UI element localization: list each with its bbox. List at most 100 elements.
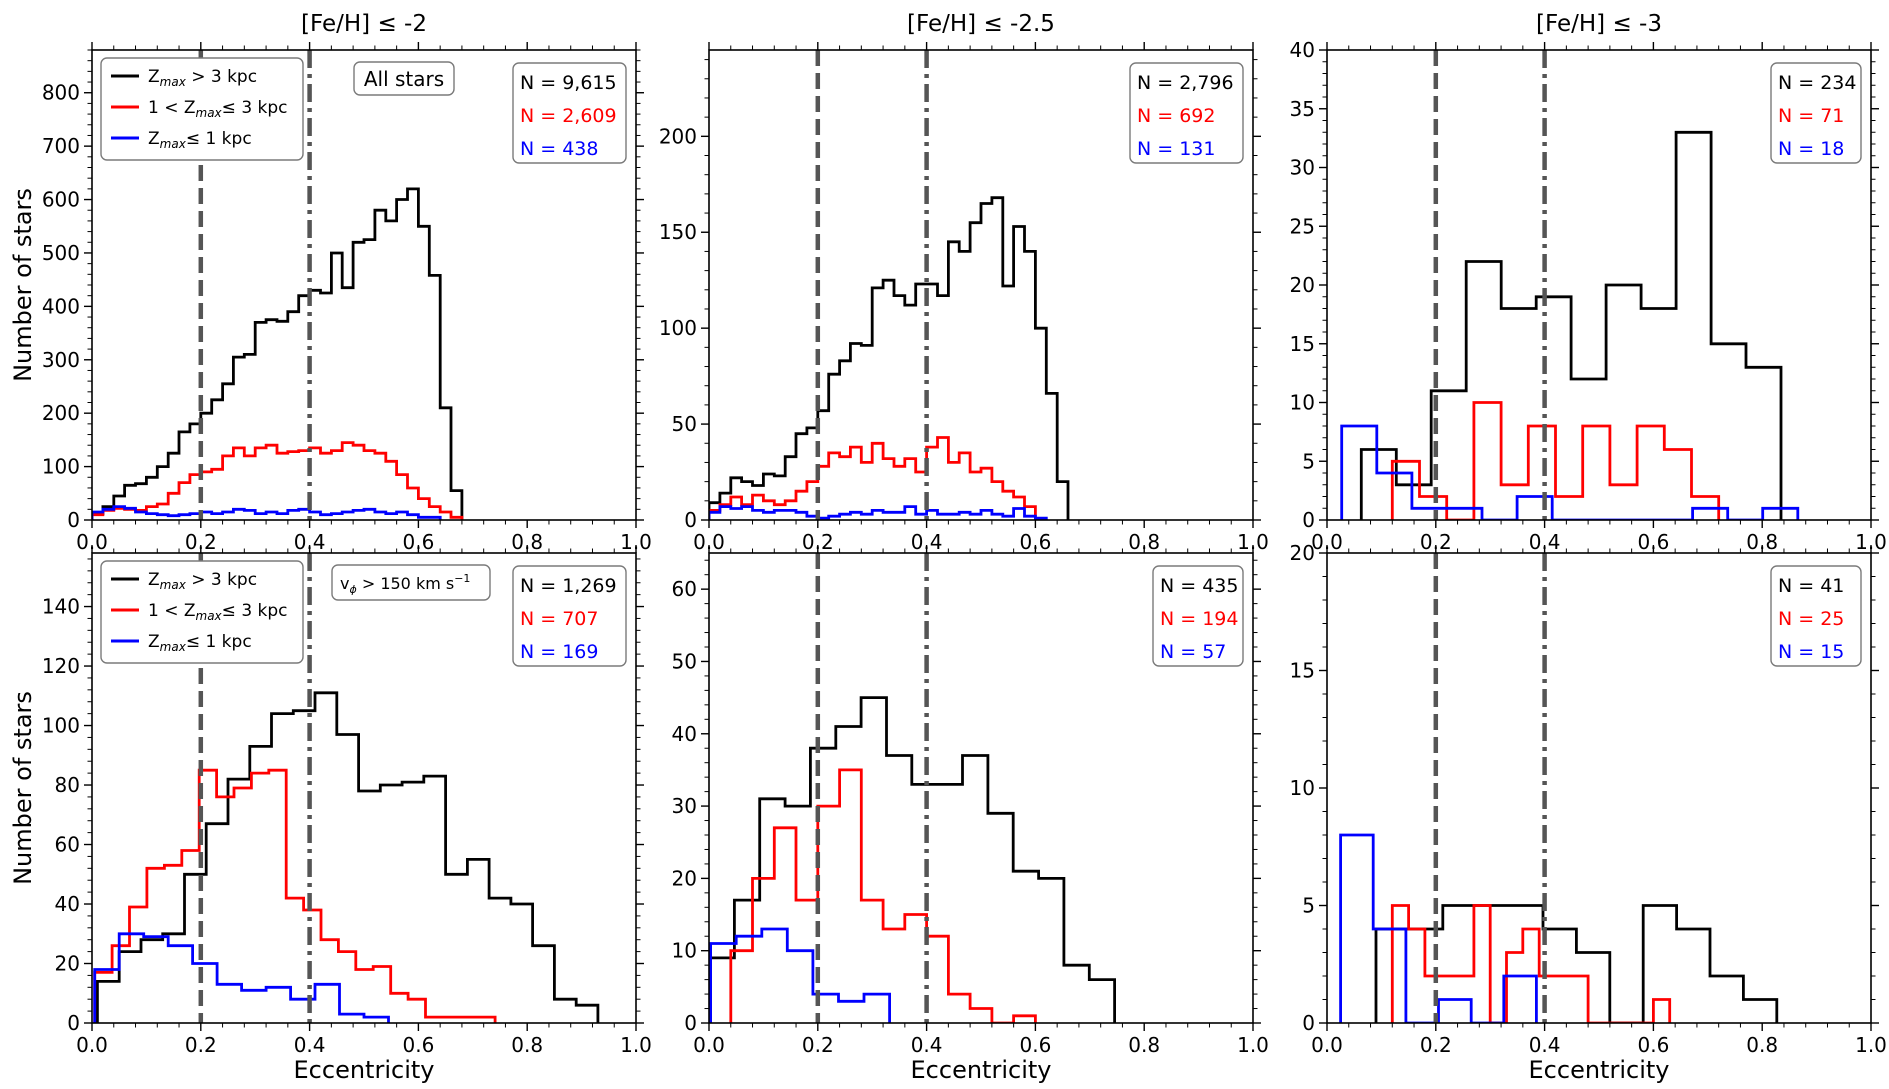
legend-label: Zmax≤ 1 kpc xyxy=(148,632,252,654)
histogram-blue xyxy=(93,932,390,1023)
count-label: N = 2,609 xyxy=(520,105,617,127)
y-tick-label: 15 xyxy=(1290,659,1315,683)
y-tick-label: 60 xyxy=(672,577,697,601)
x-axis-label: Eccentricity xyxy=(294,1056,435,1084)
legend-label: 1 < Zmax≤ 3 kpc xyxy=(148,98,288,120)
x-axis-label: Eccentricity xyxy=(1529,1056,1670,1084)
count-label: N = 71 xyxy=(1778,105,1844,127)
histogram-red xyxy=(1390,904,1672,1023)
y-tick-label: 20 xyxy=(55,952,80,976)
y-tick-label: 20 xyxy=(1290,273,1315,297)
x-tick-label: 0.0 xyxy=(1311,1033,1343,1057)
x-tick-label: 0.0 xyxy=(693,1033,725,1057)
histogram-red xyxy=(1390,401,1721,520)
x-tick-label: 0.8 xyxy=(1128,1033,1160,1057)
histogram-black xyxy=(709,196,1070,520)
count-label: N = 1,269 xyxy=(520,575,617,597)
y-tick-label: 40 xyxy=(672,722,697,746)
y-tick-label: 40 xyxy=(1290,38,1315,62)
counts-box xyxy=(1152,565,1244,667)
y-tick-label: 80 xyxy=(55,773,80,797)
y-tick-label: 400 xyxy=(42,294,80,318)
counts-box xyxy=(1770,62,1862,164)
y-tick-label: 500 xyxy=(42,241,80,265)
legend-label: Zmax≤ 1 kpc xyxy=(148,129,252,151)
histogram-blue xyxy=(92,505,442,520)
tag-box xyxy=(353,61,455,96)
y-tick-label: 50 xyxy=(672,649,697,673)
y-tick-label: 0 xyxy=(1302,508,1315,532)
y-tick-label: 0 xyxy=(67,508,80,532)
x-tick-label: 0.2 xyxy=(802,1033,834,1057)
y-tick-label: 200 xyxy=(659,124,697,148)
x-tick-label: 0.6 xyxy=(1019,1033,1051,1057)
axes-frame xyxy=(708,49,1254,521)
tag-label: vϕ > 150 km s−1 xyxy=(340,572,470,596)
x-tick-label: 0.8 xyxy=(1746,1033,1778,1057)
y-tick-label: 600 xyxy=(42,188,80,212)
y-tick-label: 20 xyxy=(672,866,697,890)
tag-box xyxy=(331,564,491,601)
histogram-blue xyxy=(1339,833,1538,1023)
count-label: N = 692 xyxy=(1137,105,1215,127)
legend-box xyxy=(100,560,304,664)
panel-bottom-middle: 0.0 0.2 0.4 0.6 0.8 1.0 0 10 20 30 40 50 60 Eccentric… xyxy=(672,545,1269,1084)
y-tick-label: 140 xyxy=(42,595,80,619)
counts-box xyxy=(1770,565,1862,667)
x-tick-label: 0.8 xyxy=(511,1033,543,1057)
x-tick-label: 0.4 xyxy=(911,1033,943,1057)
histogram-blue xyxy=(709,505,1048,520)
plot-area xyxy=(709,553,1116,1023)
histogram-black xyxy=(92,187,464,520)
histogram-black xyxy=(709,696,1116,1023)
x-tick-label: 0.6 xyxy=(402,1033,434,1057)
y-tick-label: 10 xyxy=(1290,776,1315,800)
y-tick-label: 0 xyxy=(67,1011,80,1035)
y-axis-label: Number of stars xyxy=(9,188,37,382)
count-label: N = 169 xyxy=(520,641,598,663)
y-tick-label: 20 xyxy=(1290,541,1315,565)
histogram-black xyxy=(1359,130,1783,520)
count-label: N = 25 xyxy=(1778,608,1844,630)
y-tick-label: 30 xyxy=(1290,156,1315,180)
plot-area xyxy=(1340,50,1800,520)
y-axis-label: Number of stars xyxy=(9,691,37,885)
count-label: N = 15 xyxy=(1778,641,1844,663)
panel-title: [Fe/H] ≤ -2 xyxy=(301,11,427,37)
counts-box xyxy=(512,62,627,164)
y-tick-label: 300 xyxy=(42,348,80,372)
legend-label: Zmax > 3 kpc xyxy=(148,570,257,592)
x-tick-label: 1.0 xyxy=(1855,1033,1887,1057)
plot-area xyxy=(1339,553,1779,1023)
y-tick-label: 150 xyxy=(659,220,697,244)
y-tick-label: 50 xyxy=(672,412,697,436)
count-label: N = 41 xyxy=(1778,575,1844,597)
histogram-black xyxy=(1374,904,1779,1023)
x-tick-label: 1.0 xyxy=(1237,1033,1269,1057)
y-tick-label: 10 xyxy=(1290,391,1315,415)
x-tick-label: 1.0 xyxy=(620,1033,652,1057)
histogram-red xyxy=(729,768,1037,1023)
y-tick-label: 15 xyxy=(1290,332,1315,356)
y-tick-label: 100 xyxy=(659,316,697,340)
y-tick-label: 700 xyxy=(42,134,80,158)
legend-label: 1 < Zmax≤ 3 kpc xyxy=(148,601,288,623)
counts-box xyxy=(512,565,627,667)
x-tick-label: 0.2 xyxy=(185,1033,217,1057)
y-tick-label: 0 xyxy=(684,508,697,532)
tag-label: All stars xyxy=(364,67,444,91)
x-tick-label: 0.4 xyxy=(1529,1033,1561,1057)
y-tick-label: 100 xyxy=(42,455,80,479)
y-tick-label: 120 xyxy=(42,654,80,678)
count-label: N = 18 xyxy=(1778,138,1844,160)
y-tick-label: 5 xyxy=(1302,449,1315,473)
panel-bottom-right: 0.0 0.2 0.4 0.6 0.8 1.0 0 5 10 15 20 Eccentricity N … xyxy=(1290,541,1887,1084)
panel-bottom-left: 0.0 0.2 0.4 0.6 0.8 1.0 0 20 40 60 80 100 120 140 Ecce… xyxy=(9,545,652,1084)
panel-title: [Fe/H] ≤ -2.5 xyxy=(907,11,1055,37)
histogram-red xyxy=(93,768,497,1023)
y-tick-label: 0 xyxy=(684,1011,697,1035)
count-label: N = 2,796 xyxy=(1137,72,1234,94)
legend-label: Zmax > 3 kpc xyxy=(148,67,257,89)
